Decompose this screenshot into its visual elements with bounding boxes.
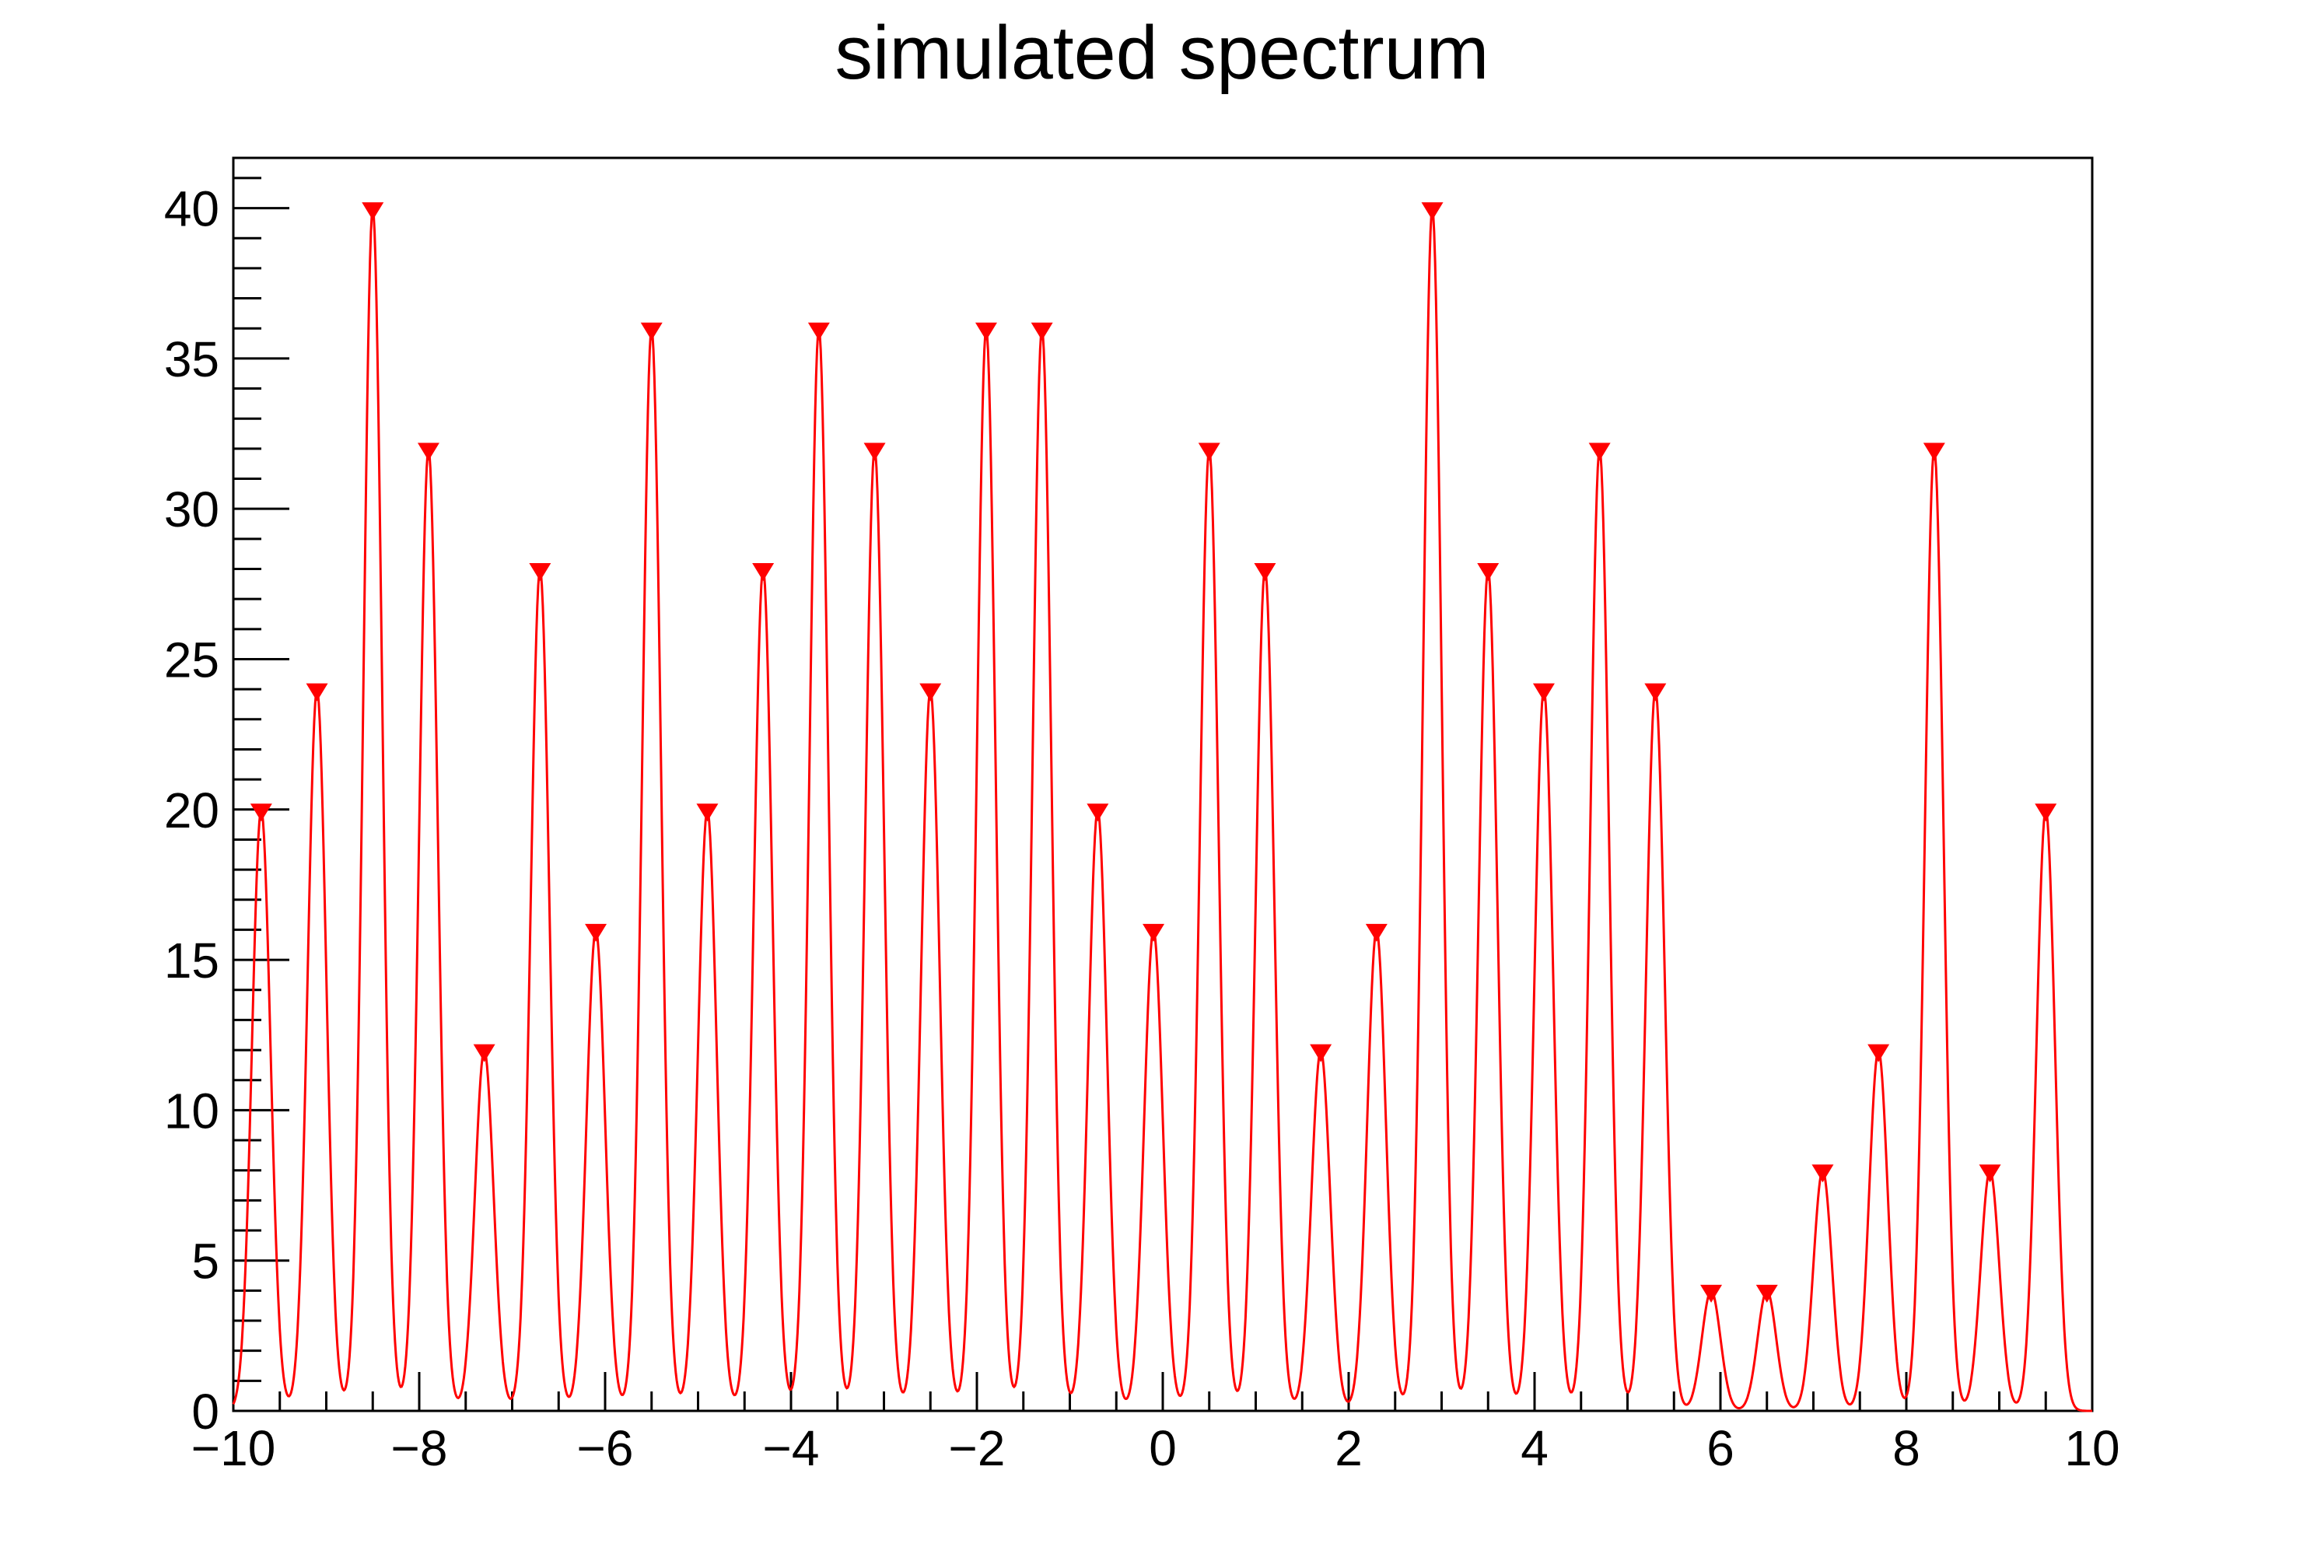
peak-marker-triangle-down-icon <box>752 562 775 581</box>
peak-marker-triangle-down-icon <box>1477 562 1500 581</box>
peak-marker-triangle-down-icon <box>1700 1284 1723 1303</box>
x-axis-tick-label: −2 <box>949 1420 1006 1476</box>
y-axis-tick-label: 15 <box>164 933 219 989</box>
peak-marker-triangle-down-icon <box>529 562 551 581</box>
peak-marker-triangle-down-icon <box>1588 443 1611 461</box>
spectrum-curve <box>232 208 2092 1412</box>
peak-marker-triangle-down-icon <box>640 322 663 341</box>
peak-marker-triangle-down-icon <box>1644 683 1667 702</box>
peak-marker-triangle-down-icon <box>1087 803 1109 822</box>
x-axis-tick-label: 6 <box>1706 1420 1734 1476</box>
y-axis-tick-label: 30 <box>164 481 219 537</box>
peak-marker-triangle-down-icon <box>473 1044 495 1062</box>
x-axis-tick-label: 8 <box>1892 1420 1920 1476</box>
peak-marker-triangle-down-icon <box>696 803 719 822</box>
peak-marker-triangle-down-icon <box>1923 443 1945 461</box>
peak-marker-triangle-down-icon <box>1365 923 1388 942</box>
peak-marker-triangle-down-icon <box>1867 1044 1890 1062</box>
peak-marker-triangle-down-icon <box>863 443 886 461</box>
peak-marker-triangle-down-icon <box>1421 202 1444 221</box>
peak-marker-triangle-down-icon <box>1143 923 1165 942</box>
x-axis-tick-label: 0 <box>1149 1420 1177 1476</box>
peak-marker-triangle-down-icon <box>362 202 384 221</box>
x-axis-tick-label: 4 <box>1521 1420 1549 1476</box>
peak-marker-triangle-down-icon <box>1310 1044 1332 1062</box>
peak-marker-triangle-down-icon <box>1532 683 1555 702</box>
y-axis-tick-label: 0 <box>191 1384 219 1440</box>
peak-marker-triangle-down-icon <box>306 683 328 702</box>
y-axis-tick-label: 5 <box>191 1234 219 1290</box>
y-axis-tick-label: 35 <box>164 331 219 387</box>
y-axis-tick-label: 40 <box>164 181 219 237</box>
peak-marker-triangle-down-icon <box>585 923 607 942</box>
y-axis-tick-label: 25 <box>164 632 219 688</box>
peak-marker-triangle-down-icon <box>1031 322 1053 341</box>
peak-marker-triangle-down-icon <box>417 443 439 461</box>
peak-marker-triangle-down-icon <box>1198 443 1220 461</box>
x-axis-tick-label: −8 <box>391 1420 448 1476</box>
x-axis-tick-label: −6 <box>577 1420 634 1476</box>
peak-marker-triangle-down-icon <box>1811 1164 1834 1183</box>
peak-marker-triangle-down-icon <box>2035 803 2057 822</box>
peak-marker-triangle-down-icon <box>807 322 830 341</box>
chart-title: simulated spectrum <box>835 10 1489 95</box>
x-axis-tick-label: −10 <box>191 1420 276 1476</box>
plot-frame <box>232 156 2094 1412</box>
peak-marker-triangle-down-icon <box>1755 1284 1778 1303</box>
peak-marker-triangle-down-icon <box>250 803 272 822</box>
peak-marker-triangle-down-icon <box>1254 562 1276 581</box>
x-axis-tick-label: 2 <box>1335 1420 1363 1476</box>
peak-marker-triangle-down-icon <box>975 322 997 341</box>
peak-marker-triangle-down-icon <box>919 683 942 702</box>
peak-marker-triangle-down-icon <box>1979 1164 2001 1183</box>
y-axis-tick-label: 20 <box>164 782 219 838</box>
x-axis-tick-label: 10 <box>2064 1420 2119 1476</box>
x-axis-tick-label: −4 <box>763 1420 820 1476</box>
y-axis-tick-label: 10 <box>164 1083 219 1139</box>
